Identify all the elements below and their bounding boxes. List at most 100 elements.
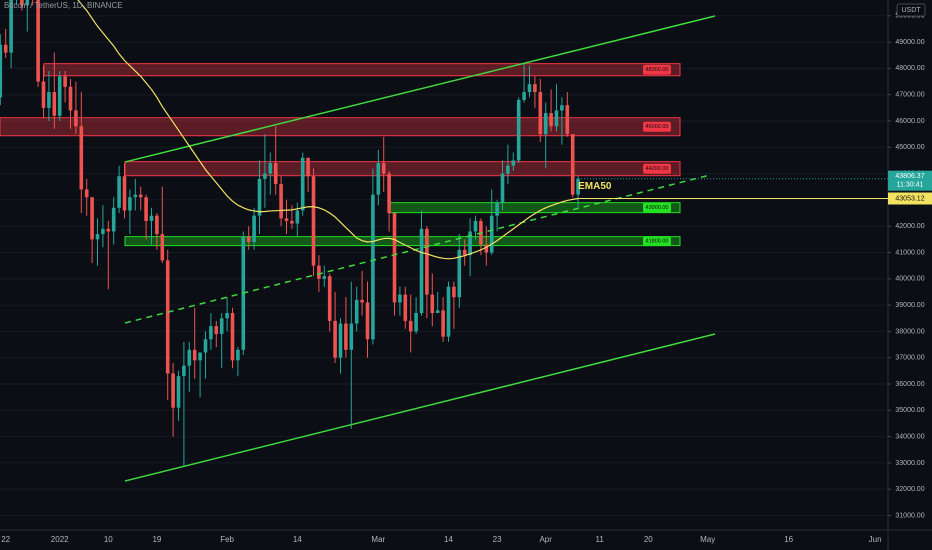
x-tick-label: May (700, 535, 715, 544)
y-tick-label: 46000.00 (895, 118, 924, 125)
candle-body (273, 163, 278, 185)
candle-body (365, 302, 370, 340)
countdown: 11:30:41 (897, 182, 924, 189)
zones: 48300.00 46000.00 44200.00 43000.00 41800.00 (0, 63, 681, 247)
candle-body (398, 294, 402, 303)
y-tick-label: 40000.00 (895, 276, 924, 283)
candle-body (122, 176, 127, 211)
x-tick-label: 23 (493, 535, 502, 544)
x-tick-label: Apr (539, 535, 552, 544)
candle-body (106, 228, 111, 232)
y-tick-label: 47000.00 (895, 92, 924, 99)
candle-body (371, 194, 375, 340)
y-tick-label: 34000.00 (895, 433, 924, 440)
candle-body (128, 197, 132, 211)
candle-body (425, 228, 429, 295)
candle-body (387, 173, 391, 214)
candle-body (171, 373, 175, 408)
zone (43, 63, 681, 77)
y-tick-label: 35000.00 (895, 407, 924, 414)
candle-body (527, 84, 532, 93)
candle-body (20, 0, 24, 6)
x-tick-label: 14 (293, 535, 302, 544)
candle-body (565, 105, 570, 135)
candle-body (246, 236, 251, 242)
channel-mid (124, 174, 711, 324)
candle-body (9, 0, 13, 53)
price-label: 43806.37 (895, 173, 924, 180)
candle-body (84, 189, 89, 198)
candle-body (538, 92, 543, 135)
y-tick-label: 45000.00 (895, 144, 924, 151)
candle-body (79, 126, 84, 190)
zone-label-box (643, 236, 671, 247)
candle-body (495, 202, 499, 216)
x-tick-label: 2022 (51, 535, 69, 544)
candle-body (360, 299, 364, 303)
candle-body (317, 265, 321, 279)
candle-body (414, 313, 418, 332)
candle-body (236, 349, 240, 361)
candle-body (430, 294, 435, 314)
candle-body (446, 286, 451, 337)
y-tick-label: 33000.00 (895, 460, 924, 467)
candle-body (133, 194, 138, 198)
x-tick-label: 22 (1, 535, 10, 544)
candle-body (511, 160, 516, 166)
candle-body (376, 163, 381, 195)
candle-body (0, 44, 3, 98)
grid (0, 15, 888, 517)
currency-box (896, 3, 926, 17)
candle-body (192, 349, 197, 361)
x-tick-label: Feb (220, 535, 234, 544)
candle-body (452, 286, 456, 298)
candle-body (489, 215, 494, 253)
candle-body (457, 249, 462, 298)
price-box (888, 170, 932, 191)
candle-body (149, 215, 154, 221)
candle-body (484, 244, 489, 253)
candle-body (209, 326, 213, 340)
zone-label-box (643, 64, 671, 75)
candle-body (219, 318, 224, 335)
candle-body (203, 339, 208, 353)
zone-label: 48300.00 (646, 67, 669, 73)
zone (0, 117, 681, 137)
zone-label-box (643, 202, 671, 213)
candle-body (117, 176, 121, 208)
candle-body (554, 110, 559, 127)
candle-body (57, 76, 62, 116)
x-tick-label: Mar (371, 535, 385, 544)
zone-label: 44200.00 (646, 166, 669, 172)
candle-body (473, 220, 478, 232)
y-tick-label: 32000.00 (895, 486, 924, 493)
candle-body (506, 165, 510, 174)
candle-body (468, 231, 472, 256)
candles (0, 0, 580, 466)
candle-body (165, 260, 170, 374)
candle-body (90, 197, 94, 240)
candle-body (408, 320, 413, 332)
candle-body (570, 134, 575, 195)
candle-body (63, 76, 67, 87)
candle-body (419, 228, 424, 314)
trend-lines (124, 15, 716, 482)
y-tick-label: 39000.00 (895, 302, 924, 309)
candle-body (252, 215, 256, 242)
candle-body (441, 310, 445, 337)
candle-body (344, 323, 348, 350)
x-tick-label: 11 (596, 535, 605, 544)
candle-body (47, 92, 51, 108)
zone (124, 236, 681, 247)
candle-body (500, 173, 505, 203)
candle-body (36, 0, 40, 82)
axes: 31000.00 32000.00 33000.00 34000.00 35000.00… (1, 13, 932, 544)
x-tick-label: 10 (104, 535, 113, 544)
chart-title: Bitcoin / TetherUS, 1D, BINANCE (4, 1, 123, 10)
zone-label-box (643, 163, 671, 174)
candle-body (533, 84, 537, 93)
ema-label: EMA50 (578, 181, 612, 192)
